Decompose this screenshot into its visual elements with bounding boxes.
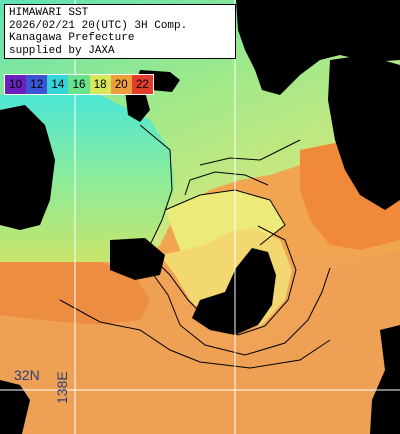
cloud-south-west (0, 380, 30, 434)
legend-step-16: 16 (68, 75, 90, 94)
info-credit: supplied by JAXA (9, 44, 115, 57)
cloud-west (0, 105, 55, 230)
contour-7 (184, 171, 269, 196)
legend-step-18: 18 (89, 75, 111, 94)
contour-3 (149, 225, 297, 336)
latitude-label: 32N (14, 367, 40, 383)
cloud-central (192, 248, 276, 335)
contour-1 (139, 124, 173, 263)
land-north (236, 0, 400, 95)
temperature-legend: 10 12 14 16 18 20 22 (4, 74, 154, 95)
contour-5 (59, 299, 331, 369)
legend-step-12: 12 (26, 75, 48, 94)
cloud-east (328, 55, 400, 210)
cloud-patch-left (110, 238, 165, 280)
legend-step-20: 20 (110, 75, 132, 94)
contour-6 (199, 139, 301, 166)
info-box: HIMAWARI SST 2026/02/21 20(UTC) 3H Comp.… (4, 4, 236, 59)
legend-step-10: 10 (5, 75, 27, 94)
contour-2 (164, 189, 286, 246)
land-izu (125, 90, 150, 122)
legend-step-14: 14 (47, 75, 69, 94)
contour-4 (119, 261, 331, 356)
info-datetime: 2026/02/21 20(UTC) 3H Comp. (9, 19, 188, 32)
legend-step-22: 22 (131, 75, 153, 94)
longitude-label: 138E (54, 371, 70, 404)
info-region: Kanagawa Prefecture (9, 32, 135, 44)
info-title: HIMAWARI SST (9, 7, 89, 19)
isotherm-contours (59, 124, 331, 369)
cloud-south-east (370, 325, 400, 434)
